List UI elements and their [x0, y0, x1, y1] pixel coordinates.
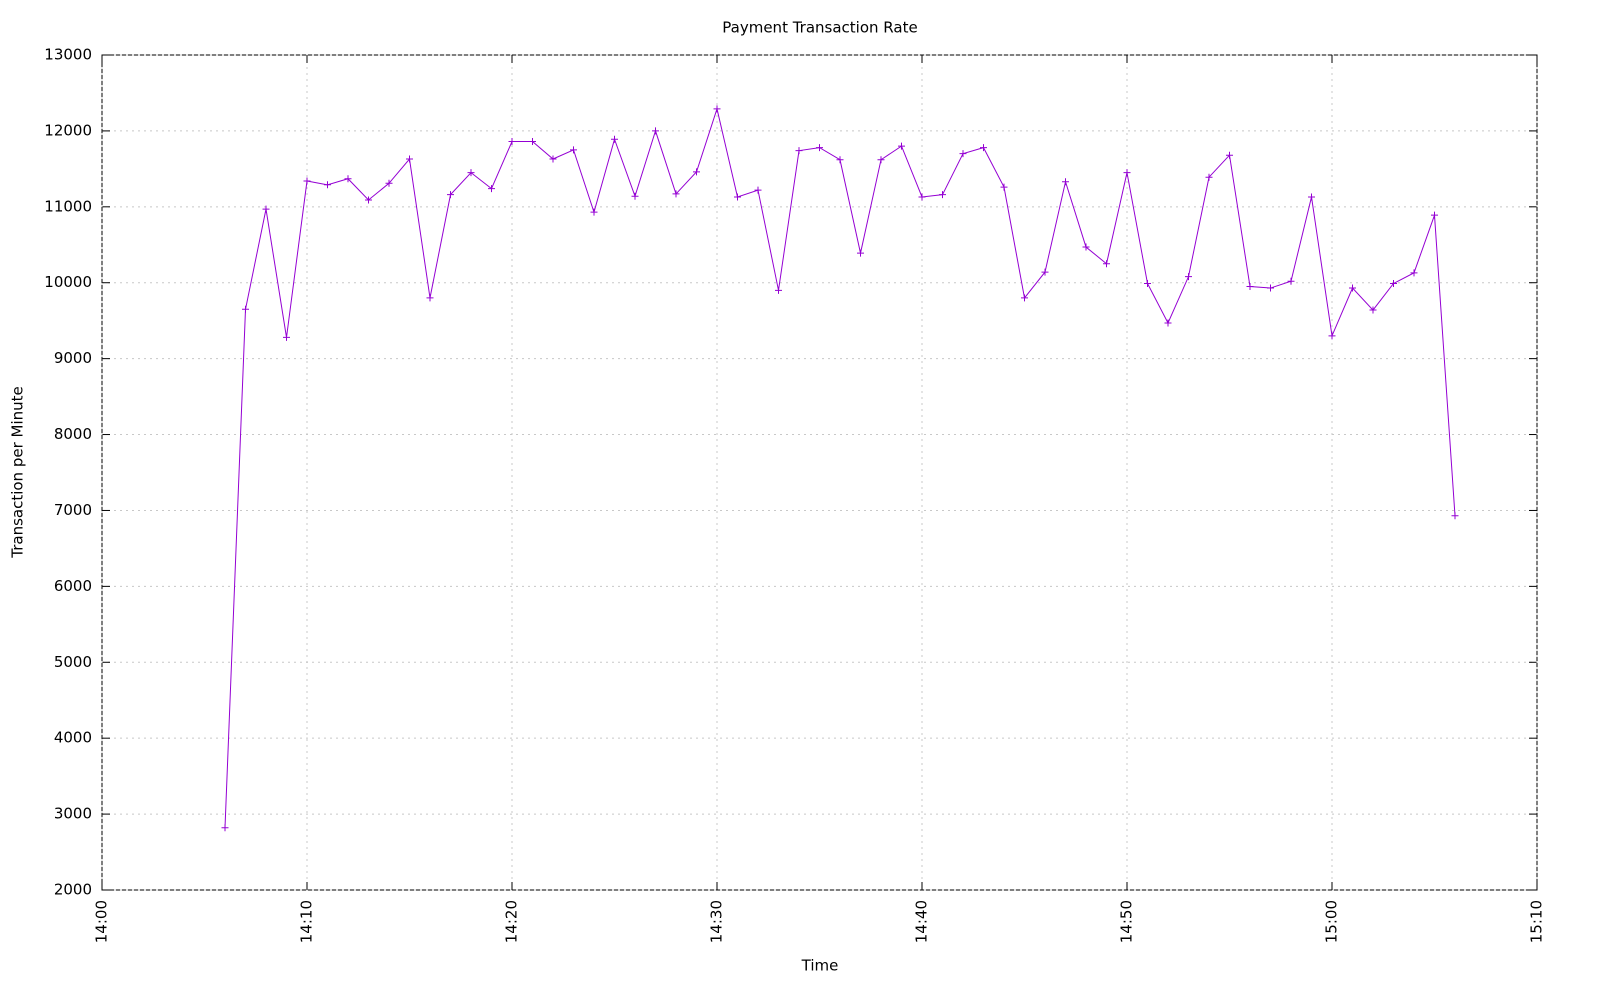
point-marker — [1431, 211, 1438, 219]
point-marker — [426, 294, 434, 302]
y-axis-label: Transaction per Minute — [9, 386, 27, 559]
y-tick-label: 8000 — [54, 425, 92, 443]
point-marker — [754, 186, 762, 194]
y-tick-label: 11000 — [44, 197, 92, 215]
point-marker — [1267, 284, 1274, 292]
point-marker — [467, 169, 475, 177]
point-marker — [1164, 319, 1172, 327]
point-marker — [816, 144, 823, 152]
x-axis-label: Time — [801, 957, 839, 975]
point-marker — [447, 191, 454, 199]
point-marker — [324, 181, 331, 189]
point-marker — [1451, 512, 1459, 520]
point-marker — [1021, 294, 1028, 302]
point-marker — [959, 150, 967, 158]
x-tick-label: 14:30 — [708, 900, 726, 943]
point-marker — [1246, 283, 1254, 291]
point-marker — [488, 185, 495, 193]
point-marker — [631, 192, 639, 200]
y-tick-label: 2000 — [54, 881, 92, 899]
x-tick-label: 15:00 — [1323, 900, 1341, 943]
point-marker — [713, 105, 721, 113]
point-marker — [570, 146, 577, 154]
y-tick-label: 5000 — [54, 653, 92, 671]
point-marker — [918, 193, 926, 201]
point-marker — [1349, 284, 1356, 292]
point-marker — [283, 333, 290, 341]
point-marker — [836, 156, 844, 164]
point-marker — [1390, 279, 1397, 287]
point-marker — [1103, 260, 1110, 268]
y-tick-label: 6000 — [54, 577, 92, 595]
point-marker — [1287, 277, 1295, 285]
point-marker — [1062, 178, 1069, 186]
x-tick-label: 14:10 — [298, 900, 316, 943]
point-marker — [365, 196, 372, 204]
point-marker — [242, 305, 249, 313]
series-line — [224, 107, 1456, 828]
point-marker — [1000, 183, 1008, 191]
point-marker — [385, 179, 393, 187]
y-tick-label: 12000 — [44, 121, 92, 139]
plot-frame — [101, 54, 1538, 891]
point-marker — [1369, 306, 1377, 314]
y-tick-label: 13000 — [44, 46, 92, 64]
point-marker — [1144, 279, 1151, 287]
y-tick-label: 7000 — [54, 501, 92, 519]
point-marker — [406, 155, 413, 163]
y-tick-label: 10000 — [44, 273, 92, 291]
x-tick-label: 14:00 — [93, 900, 111, 943]
point-marker — [1041, 268, 1049, 276]
point-marker — [590, 208, 598, 216]
point-marker — [1328, 332, 1336, 340]
point-marker — [262, 205, 270, 213]
point-marker — [1308, 193, 1315, 201]
point-marker — [775, 286, 782, 294]
y-tick-label: 9000 — [54, 349, 92, 367]
x-tick-label: 14:20 — [503, 900, 521, 943]
point-marker — [1123, 169, 1131, 177]
point-marker — [508, 138, 516, 146]
x-tick-label: 15:10 — [1528, 900, 1546, 943]
y-tick-label: 3000 — [54, 805, 92, 823]
point-marker — [898, 142, 905, 150]
y-tick-label: 4000 — [54, 729, 92, 747]
point-marker — [344, 175, 352, 183]
point-marker — [1082, 243, 1090, 251]
point-marker — [672, 190, 680, 198]
chart-title: Payment Transaction Rate — [722, 19, 917, 37]
point-marker — [549, 155, 557, 163]
point-marker — [693, 168, 700, 176]
point-marker — [795, 147, 803, 155]
point-marker — [1185, 273, 1192, 281]
point-marker — [1205, 173, 1213, 181]
point-marker — [857, 249, 864, 257]
point-marker — [652, 127, 659, 135]
point-marker — [611, 135, 618, 143]
point-marker — [221, 824, 229, 832]
point-marker — [529, 138, 536, 146]
point-marker — [1410, 269, 1418, 277]
x-tick-label: 14:50 — [1118, 900, 1136, 943]
point-marker — [877, 156, 885, 164]
point-marker — [1226, 151, 1233, 159]
x-tick-label: 14:40 — [913, 900, 931, 943]
point-marker — [303, 177, 311, 185]
point-marker — [734, 193, 741, 201]
point-marker — [939, 191, 946, 199]
point-marker — [980, 144, 987, 152]
